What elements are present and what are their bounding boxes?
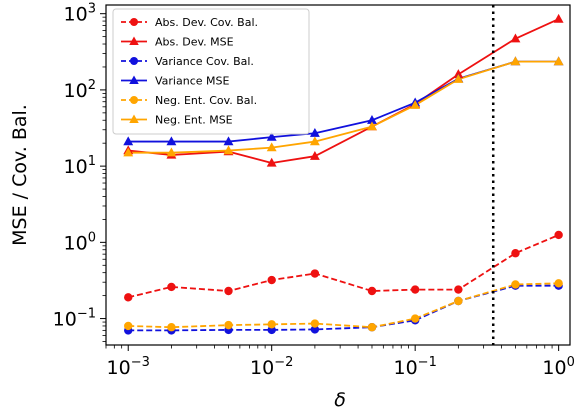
data-point [410,99,421,109]
series-line-5 [128,60,559,154]
x-tick-label: 10−1 [393,355,436,379]
data-point [267,320,276,329]
data-point [554,230,563,240]
data-point [166,136,177,146]
data-point [124,293,133,302]
data-point [453,74,464,83]
x-tick-label: 10−2 [250,355,293,379]
legend-marker [129,36,139,45]
data-point [554,279,563,288]
legend: Abs. Dev. Cov. Bal. Abs. Dev. MSE Variance… [112,8,310,135]
y-axis-ticks: 10−1 100 101 102 103 [53,2,106,342]
series-line-1 [128,18,560,164]
x-tick-label: 100 [542,355,574,379]
data-point [454,296,463,306]
data-point [309,128,320,137]
data-point [453,69,464,78]
data-point [510,56,521,66]
legend-label: Neg. Ent. Cov. Bal. [155,94,257,107]
data-point [367,115,377,124]
data-point [511,280,520,289]
data-point [309,136,320,146]
series-markers [123,13,564,335]
data-point [410,285,420,294]
y-tick-label: 103 [64,2,96,26]
legend-marker [130,57,138,65]
data-point [266,131,277,141]
legend-label: Abs. Dev. MSE [155,36,234,49]
axes [105,4,571,346]
series-lines [128,18,560,332]
x-tick-label: 10−3 [107,355,150,379]
y-tick-label: 102 [64,78,96,102]
data-point [267,275,276,285]
data-point [367,121,377,131]
data-point [123,136,134,146]
legend-label: Abs. Dev. Cov. Bal. [155,16,258,29]
plot-frame [105,4,571,346]
data-point [553,13,564,23]
data-point [310,319,320,328]
legend-marker [130,96,138,104]
data-point [310,269,320,278]
data-point [553,56,564,66]
x-axis-label: δ [334,389,346,411]
data-point [123,147,134,157]
data-point [510,33,521,43]
data-point [454,285,463,294]
data-point [166,147,177,157]
series-line-0 [128,234,559,299]
data-point [266,142,277,152]
data-point [367,323,377,332]
data-point [223,136,234,146]
series-line-4 [128,282,559,329]
y-tick-label: 101 [64,154,96,178]
data-point [167,282,176,292]
data-point [124,321,133,331]
legend-label: Neg. Ent. MSE [155,114,233,127]
legend-marker [129,114,139,123]
legend-label: Variance Cov. Bal. [155,55,254,68]
y-tick-label: 10−1 [53,307,96,331]
data-point [310,325,320,334]
legend-marker [130,18,138,26]
data-point [266,157,277,167]
data-point [167,323,176,332]
data-point [224,286,233,296]
x-axis-ticks: 10−3 10−2 10−1 100 [105,345,575,379]
data-point [511,249,520,258]
data-point [367,286,377,296]
legend-box [112,8,310,135]
y-axis-label: MSE / Cov. Bal. [9,104,31,246]
data-point [223,145,234,155]
legend-marker [129,75,139,84]
legend-label: Variance MSE [155,75,229,88]
data-point [410,314,420,323]
data-point [224,320,233,330]
y-tick-label: 100 [64,230,96,254]
data-point [309,150,320,160]
